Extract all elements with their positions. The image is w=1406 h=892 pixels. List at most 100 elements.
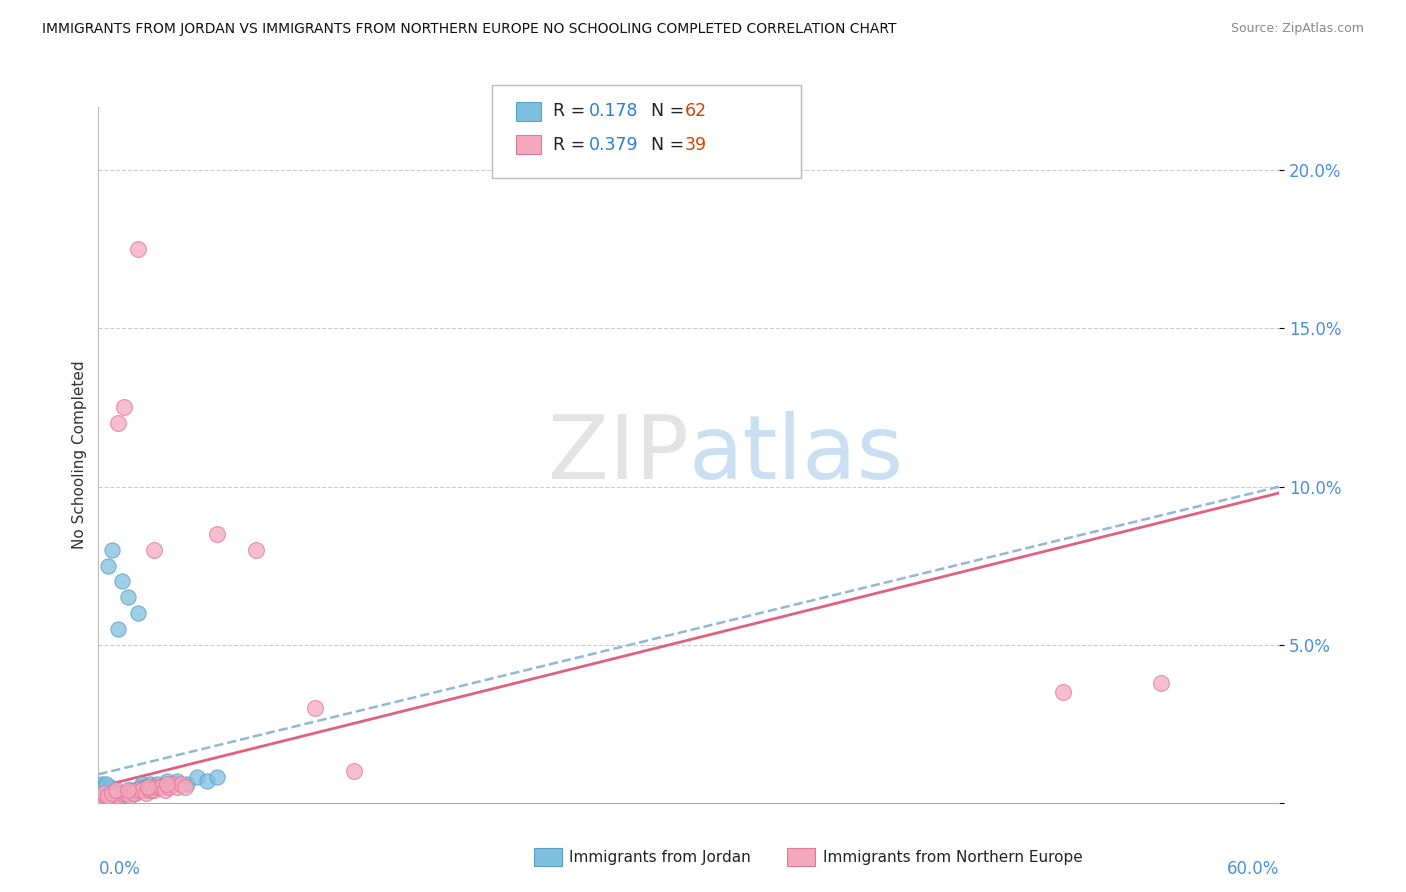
Point xyxy=(103,789,125,804)
Point xyxy=(96,789,118,804)
Point xyxy=(97,792,120,806)
Point xyxy=(142,783,165,797)
Point xyxy=(98,786,121,800)
Point xyxy=(150,780,173,794)
Point xyxy=(96,789,118,804)
Text: 0.0%: 0.0% xyxy=(98,860,141,878)
Point xyxy=(162,777,184,791)
Point xyxy=(127,243,149,257)
Point xyxy=(97,789,120,804)
Point xyxy=(91,789,114,804)
Point xyxy=(115,789,138,804)
Text: IMMIGRANTS FROM JORDAN VS IMMIGRANTS FROM NORTHERN EUROPE NO SCHOOLING COMPLETED: IMMIGRANTS FROM JORDAN VS IMMIGRANTS FRO… xyxy=(42,22,897,37)
Point xyxy=(135,783,157,797)
Point xyxy=(343,764,366,779)
Point xyxy=(105,792,128,806)
Text: 0.379: 0.379 xyxy=(589,136,638,153)
Text: Source: ZipAtlas.com: Source: ZipAtlas.com xyxy=(1230,22,1364,36)
Point xyxy=(127,783,149,797)
Point xyxy=(96,792,118,806)
Text: N =: N = xyxy=(640,136,689,153)
Point xyxy=(156,773,179,788)
Point xyxy=(91,792,114,806)
Point xyxy=(138,783,160,797)
Point xyxy=(103,783,125,797)
Point xyxy=(142,780,165,794)
Point xyxy=(156,777,179,791)
Point xyxy=(186,771,208,785)
Text: R =: R = xyxy=(553,103,591,120)
Point xyxy=(205,771,228,785)
Point xyxy=(98,789,121,804)
Text: N =: N = xyxy=(640,103,689,120)
Point xyxy=(91,777,114,791)
Point xyxy=(105,783,128,797)
Point xyxy=(112,786,135,800)
Point xyxy=(125,786,148,800)
Point xyxy=(128,780,150,794)
Point xyxy=(1052,685,1074,699)
Point xyxy=(132,780,155,794)
Y-axis label: No Schooling Completed: No Schooling Completed xyxy=(72,360,87,549)
Point xyxy=(195,773,218,788)
Point xyxy=(96,777,118,791)
Point xyxy=(97,558,120,573)
Point xyxy=(122,783,145,797)
Point xyxy=(146,780,169,794)
Point xyxy=(93,786,115,800)
Point xyxy=(111,789,134,804)
Point xyxy=(157,780,180,794)
Point xyxy=(145,780,167,794)
Point xyxy=(176,777,198,791)
Point xyxy=(101,786,124,800)
Point xyxy=(98,780,121,794)
Point xyxy=(97,789,120,804)
Point xyxy=(146,777,169,791)
Point xyxy=(89,783,111,797)
Point xyxy=(115,786,138,800)
Point xyxy=(136,780,159,794)
Point xyxy=(107,417,129,431)
Point xyxy=(98,792,121,806)
Point xyxy=(91,783,114,797)
Point xyxy=(97,783,120,797)
Point xyxy=(121,786,143,800)
Point xyxy=(155,783,177,797)
Point xyxy=(131,783,153,797)
Point xyxy=(107,622,129,636)
Point xyxy=(170,777,193,791)
Text: 60.0%: 60.0% xyxy=(1227,860,1279,878)
Point xyxy=(117,786,139,800)
Point xyxy=(108,786,131,800)
Point xyxy=(118,789,141,804)
Point xyxy=(141,783,163,797)
Point xyxy=(107,789,129,804)
Point xyxy=(136,780,159,794)
Text: 39: 39 xyxy=(685,136,707,153)
Point xyxy=(1150,675,1173,690)
Point xyxy=(166,773,188,788)
Point xyxy=(131,777,153,791)
Point xyxy=(107,789,129,804)
Point xyxy=(91,786,114,800)
Point xyxy=(91,792,114,806)
Text: ZIP: ZIP xyxy=(548,411,689,499)
Point xyxy=(96,786,118,800)
Point xyxy=(103,789,125,804)
Text: 62: 62 xyxy=(685,103,707,120)
Point xyxy=(135,786,157,800)
Text: 0.178: 0.178 xyxy=(589,103,638,120)
Text: atlas: atlas xyxy=(689,411,904,499)
Point xyxy=(127,606,149,620)
Point xyxy=(174,780,197,794)
Point xyxy=(89,792,111,806)
Point xyxy=(112,401,135,415)
Point xyxy=(118,783,141,797)
Point xyxy=(245,542,267,557)
Point xyxy=(142,542,165,557)
Point xyxy=(111,574,134,589)
Text: R =: R = xyxy=(553,136,591,153)
Point xyxy=(101,786,124,800)
Text: Immigrants from Northern Europe: Immigrants from Northern Europe xyxy=(823,850,1083,864)
Point xyxy=(93,786,115,800)
